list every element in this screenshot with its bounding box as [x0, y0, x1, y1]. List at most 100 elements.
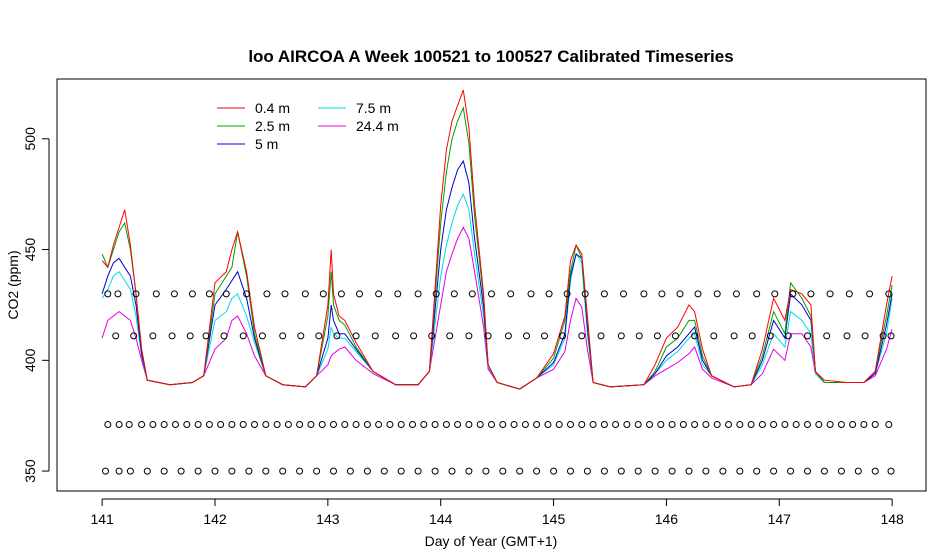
- marker-row-1-point: [710, 332, 718, 340]
- marker-row-2-point: [115, 421, 123, 428]
- marker-row-2-point: [330, 421, 337, 428]
- marker-row-3-point: [550, 467, 558, 475]
- marker-row-3-point: [804, 467, 811, 475]
- marker-row-3-point: [482, 467, 490, 475]
- marker-row-2-point: [544, 421, 552, 428]
- marker-row-2-point: [668, 421, 676, 428]
- marker-row-3-point: [262, 467, 270, 475]
- marker-row-3-point: [431, 467, 439, 475]
- y-axis: 350 400 450 500: [22, 127, 50, 483]
- marker-row-2-point: [386, 421, 394, 428]
- marker-row-3-point: [228, 467, 236, 475]
- marker-row-2-point: [623, 421, 631, 428]
- plot-frame: [56, 78, 927, 492]
- x-tick-label: 143: [316, 511, 340, 527]
- marker-row-0-point: [600, 290, 608, 298]
- marker-row-2-point: [239, 421, 247, 428]
- marker-row-0-point: [281, 290, 289, 298]
- marker-row-2-point: [713, 421, 721, 428]
- marker-row-3-point: [583, 467, 591, 475]
- legend-label-0: 0.4 m: [255, 100, 290, 116]
- marker-row-3-point: [617, 467, 625, 475]
- marker-row-3-point: [516, 467, 524, 475]
- marker-row-2-point: [397, 421, 405, 428]
- marker-row-1-point: [504, 332, 512, 340]
- marker-row-2-point: [589, 421, 597, 428]
- marker-row-0-point: [885, 290, 893, 298]
- marker-row-0-point: [337, 290, 345, 298]
- marker-row-1-point: [315, 332, 323, 340]
- marker-row-2-point: [205, 421, 213, 428]
- marker-row-3-point: [668, 467, 676, 475]
- marker-row-2-point: [871, 421, 879, 428]
- y-tick-label: 350: [22, 459, 38, 483]
- x-axis: 141 142 143 144 145 146 147 148: [90, 498, 904, 527]
- marker-row-2-point: [837, 421, 845, 428]
- marker-row-3-point: [313, 467, 321, 475]
- marker-row-0-point: [205, 290, 213, 298]
- marker-row-2-point: [465, 421, 473, 428]
- marker-row-2-point: [172, 421, 179, 428]
- marker-row-2-point: [860, 421, 868, 428]
- marker-row-2-point: [375, 421, 383, 428]
- marker-row-1-point: [843, 332, 851, 340]
- marker-row-0-point: [563, 290, 571, 298]
- marker-row-2-point: [228, 421, 236, 428]
- marker-row-1-point: [297, 332, 305, 340]
- marker-row-2-point: [138, 421, 146, 428]
- marker-row-3-point: [533, 467, 541, 475]
- marker-row-3-point: [448, 467, 456, 475]
- marker-row-2-point: [307, 421, 315, 428]
- marker-row-3-point: [279, 467, 287, 475]
- marker-row-3-point: [567, 467, 574, 475]
- marker-row-0-point: [104, 290, 112, 298]
- x-axis-label: Day of Year (GMT+1): [425, 533, 558, 549]
- marker-row-1-point: [371, 332, 379, 340]
- marker-row-2-point: [657, 421, 665, 428]
- marker-row-0-point: [356, 290, 363, 298]
- marker-row-3-point: [380, 467, 388, 475]
- marker-row-3-point: [115, 467, 123, 475]
- y-tick-label: 450: [22, 238, 38, 262]
- marker-row-2-point: [578, 421, 586, 428]
- marker-row-2-point: [736, 421, 744, 428]
- x-tick-label: 145: [542, 511, 566, 527]
- y-tick-label: 500: [22, 127, 38, 151]
- marker-row-2-point: [725, 421, 732, 428]
- x-tick-label: 141: [90, 511, 114, 527]
- marker-row-3-point: [770, 467, 778, 475]
- marker-row-1-point: [748, 332, 756, 340]
- marker-row-2-point: [600, 421, 608, 428]
- marker-row-0-point: [807, 290, 815, 298]
- marker-row-3-point: [194, 467, 202, 475]
- x-tick-label: 142: [203, 511, 227, 527]
- marker-row-0-point: [753, 290, 761, 298]
- marker-row-2-point: [521, 421, 529, 428]
- marker-row-0-point: [132, 290, 140, 298]
- marker-row-2-point: [499, 421, 507, 428]
- legend-label-2: 5 m: [255, 136, 278, 152]
- marker-row-1-point: [887, 332, 895, 340]
- marker-row-3-point: [702, 467, 710, 475]
- marker-row-2-point: [183, 421, 191, 428]
- marker-row-0-point: [581, 290, 589, 298]
- marker-row-3-point: [871, 467, 879, 475]
- marker-row-3-point: [634, 467, 642, 475]
- marker-row-1-point: [130, 332, 138, 340]
- marker-row-1-point: [823, 332, 831, 340]
- marker-row-3-point: [160, 467, 168, 475]
- marker-row-0-point: [114, 290, 122, 298]
- marker-row-3-point: [245, 467, 253, 475]
- marker-row-3-point: [887, 467, 895, 475]
- marker-row-2-point: [679, 421, 687, 428]
- marker-row-0-point: [545, 290, 553, 298]
- marker-row-2-point: [442, 421, 450, 428]
- marker-row-1-point: [653, 332, 661, 340]
- marker-row-0-point: [414, 290, 422, 298]
- marker-row-2-point: [273, 421, 281, 428]
- marker-row-2-point: [296, 421, 304, 428]
- marker-row-2-point: [885, 421, 893, 428]
- marker-row-1-point: [202, 332, 210, 340]
- marker-row-1-point: [220, 332, 228, 340]
